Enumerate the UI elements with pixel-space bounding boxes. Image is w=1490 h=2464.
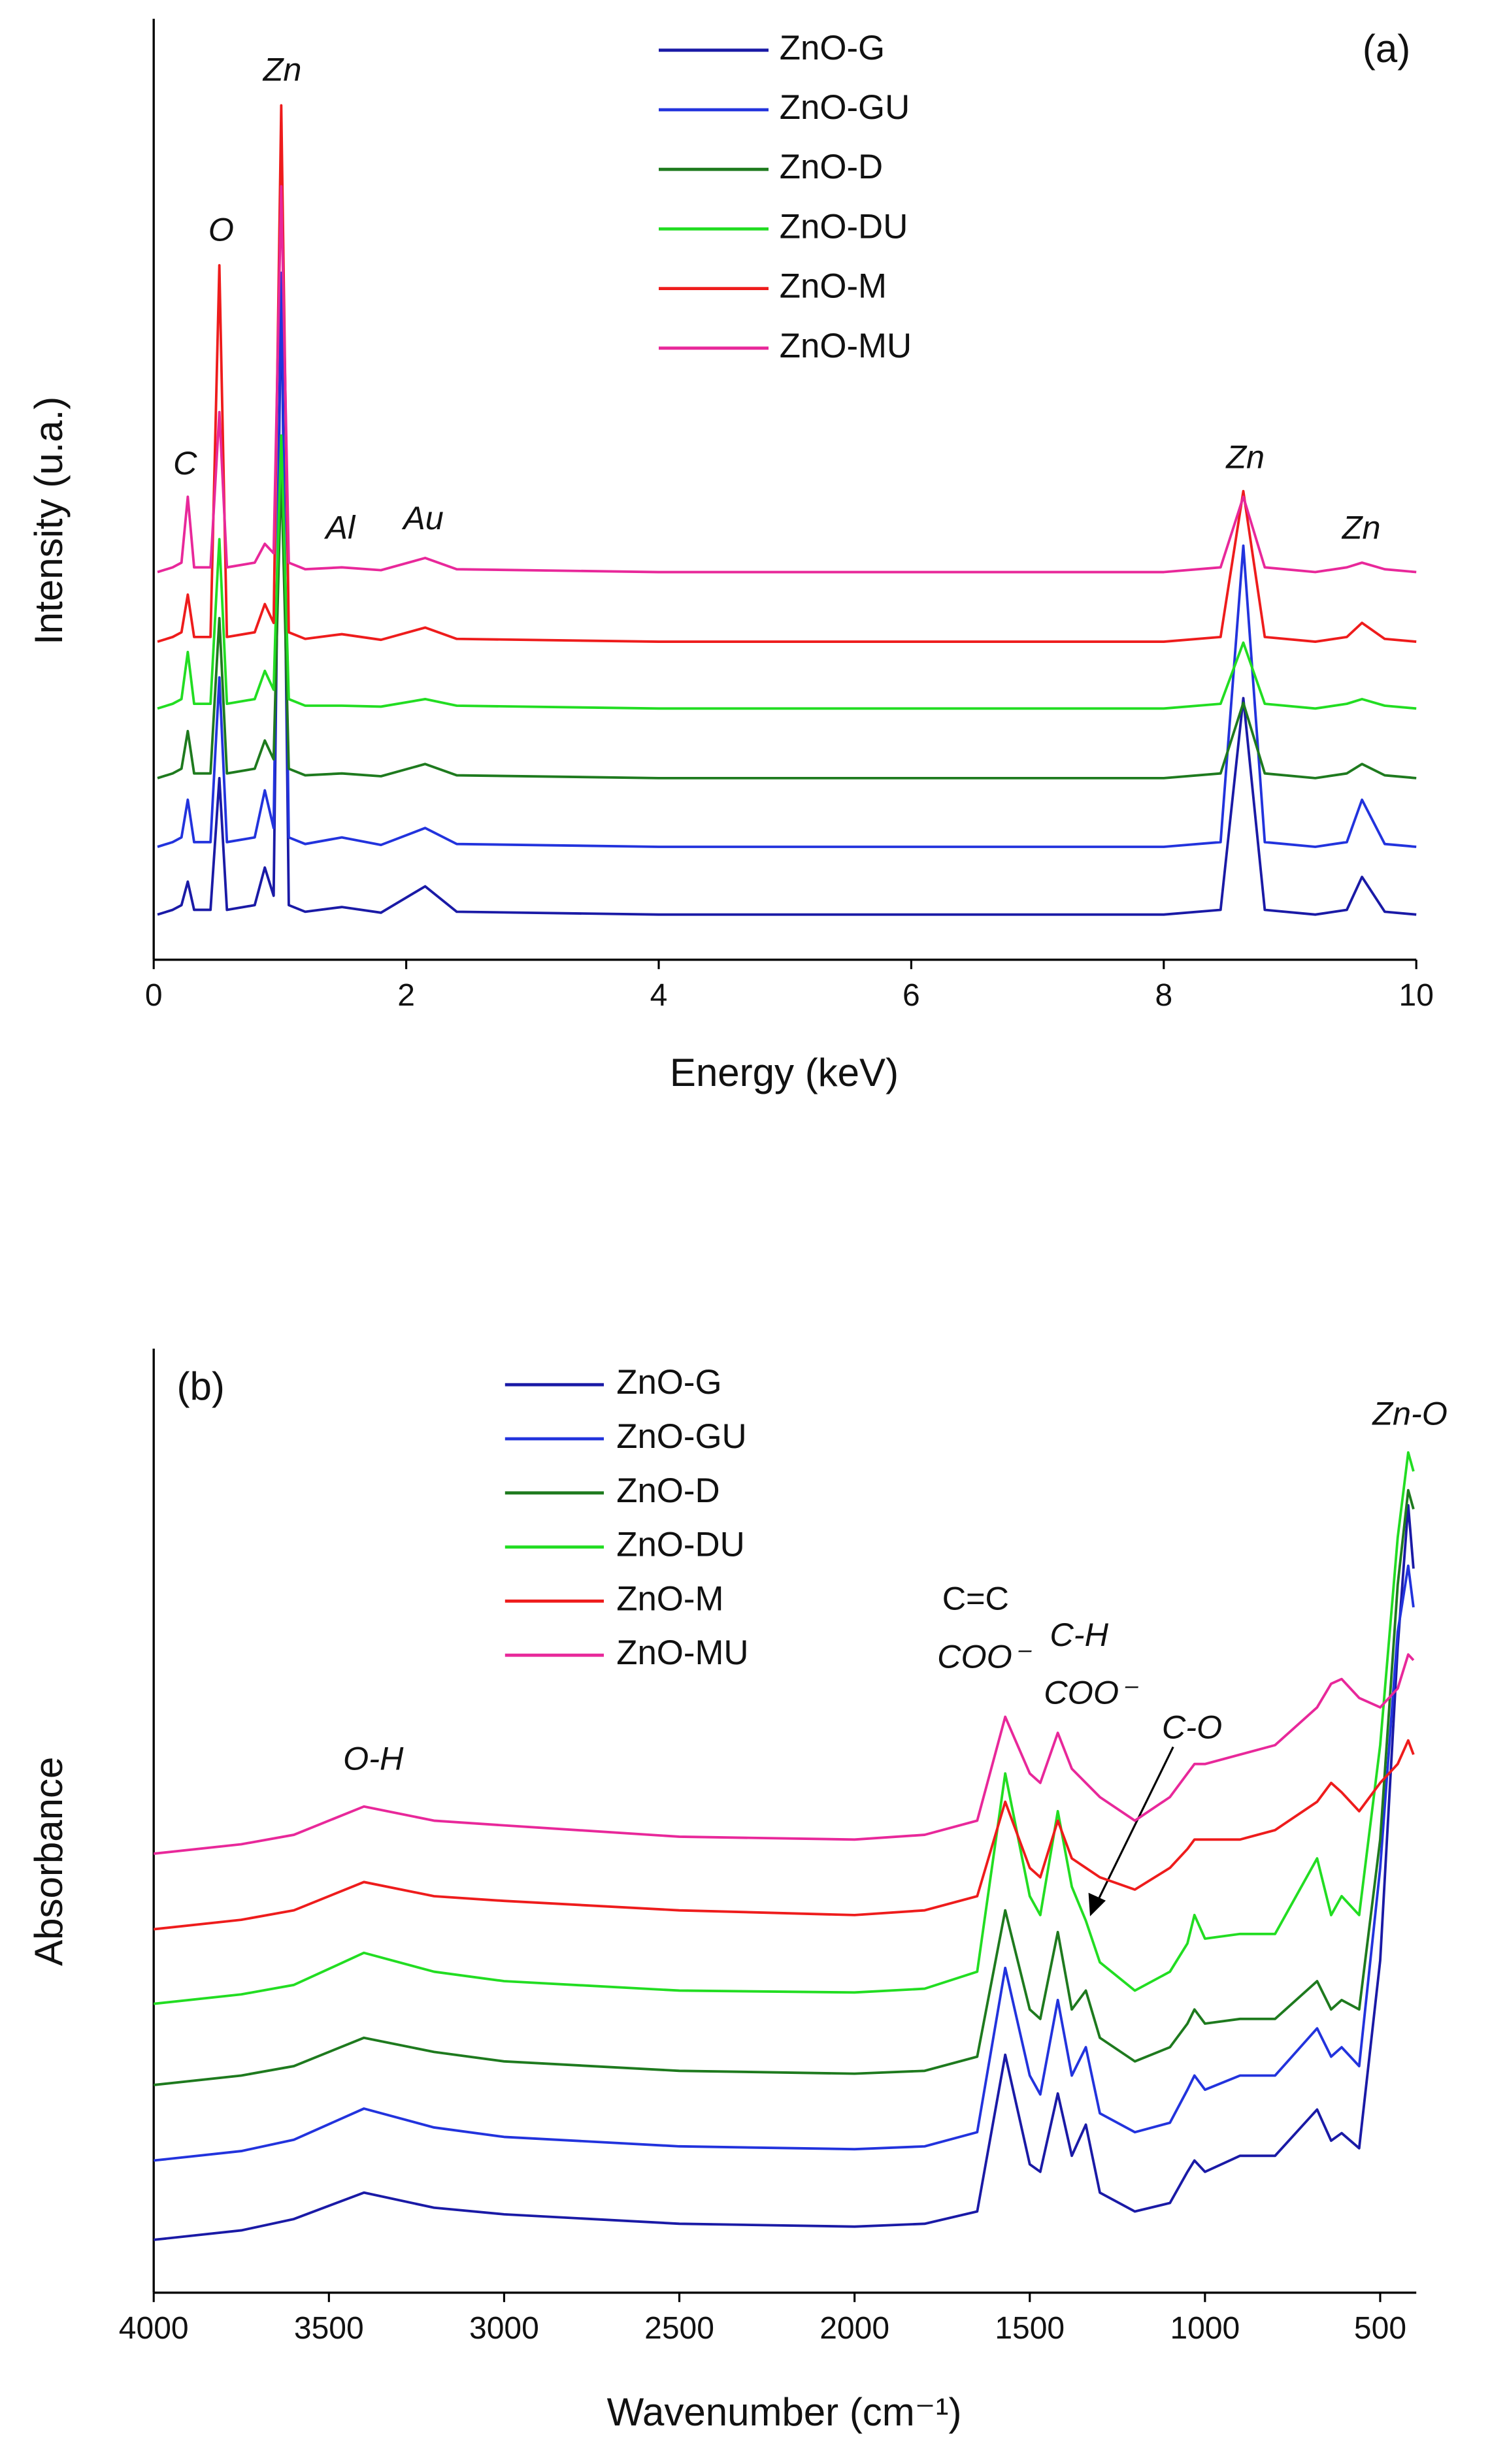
x-tick-label: 6	[902, 978, 920, 1013]
legend-label: ZnO-GU	[616, 1417, 746, 1456]
series-line	[153, 1503, 1415, 2241]
legend-label: ZnO-D	[780, 148, 883, 186]
annotation-arrow	[1095, 1746, 1174, 1905]
peak-annotation: Al	[323, 509, 356, 546]
x-tick-label: 3000	[469, 2311, 539, 2346]
peak-annotation: O-H	[343, 1740, 404, 1777]
series-line	[153, 1653, 1415, 1855]
y-axis-label: Absorbance	[27, 1757, 71, 1966]
series-line	[153, 1739, 1415, 1931]
peak-annotation: C=C	[942, 1580, 1009, 1617]
series-line	[153, 1451, 1415, 2005]
peak-annotation: C	[173, 444, 197, 482]
series-line	[157, 104, 1417, 643]
peak-annotation: Zn	[1342, 509, 1381, 546]
peak-annotation: Zn-O	[1372, 1395, 1448, 1432]
series-line	[157, 466, 1417, 780]
legend-label: ZnO-G	[616, 1363, 721, 1402]
x-tick-label: 1500	[995, 2311, 1065, 2346]
x-tick-label: 2000	[820, 2311, 889, 2346]
series-line	[157, 273, 1417, 916]
x-tick-label: 4	[650, 978, 668, 1013]
x-axis-label: Wavenumber (cm⁻¹)	[607, 2390, 962, 2434]
x-axis-label: Energy (keV)	[670, 1051, 899, 1094]
peak-annotation: O	[208, 211, 234, 248]
arrow-head	[1088, 1892, 1106, 1916]
peak-annotation: COO⁻	[1044, 1674, 1138, 1711]
legend-label: ZnO-MU	[780, 327, 912, 365]
peak-annotation: C-O	[1162, 1709, 1222, 1746]
x-tick-label: 3500	[294, 2311, 364, 2346]
y-axis-label: Intensity (u.a.)	[27, 397, 71, 645]
peak-annotation: Zn	[263, 51, 302, 88]
x-tick-label: 0	[145, 978, 163, 1013]
legend-label: ZnO-D	[616, 1471, 720, 1510]
legend-label: ZnO-M	[616, 1579, 723, 1618]
legend-label: ZnO-MU	[616, 1634, 748, 1672]
peak-annotation: Zn	[1225, 438, 1265, 476]
series-line	[157, 185, 1417, 574]
legend-label: ZnO-M	[780, 267, 887, 306]
panel-label: (a)	[1363, 27, 1410, 71]
x-tick-label: 2500	[644, 2311, 714, 2346]
x-tick-label: 500	[1354, 2311, 1406, 2346]
series-line	[153, 1564, 1415, 2162]
x-tick-label: 1000	[1170, 2311, 1240, 2346]
peak-annotation: C-H	[1050, 1616, 1108, 1653]
series-line	[153, 1488, 1415, 2086]
panel-label: (b)	[177, 1364, 225, 1408]
x-tick-label: 10	[1399, 978, 1434, 1013]
legend-label: ZnO-GU	[780, 88, 910, 127]
legend-label: ZnO-DU	[616, 1526, 745, 1564]
x-tick-label: 2	[397, 978, 415, 1013]
peak-annotation: Au	[401, 499, 444, 536]
legend-label: ZnO-DU	[780, 207, 908, 246]
legend-label: ZnO-G	[780, 29, 885, 67]
series-line	[157, 271, 1417, 848]
x-tick-label: 8	[1155, 978, 1172, 1013]
x-tick-label: 4000	[119, 2311, 189, 2346]
series-line	[157, 434, 1417, 710]
peak-annotation: COO⁻	[937, 1638, 1032, 1675]
